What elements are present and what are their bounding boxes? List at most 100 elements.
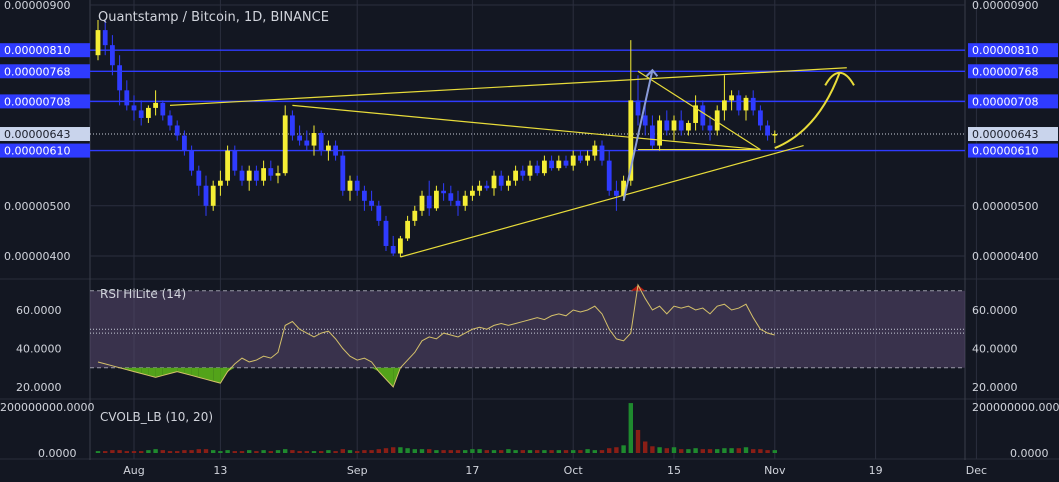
projection-arrow	[622, 70, 654, 201]
candle-body	[614, 190, 619, 196]
candle-body	[138, 110, 144, 118]
candle-body	[347, 180, 353, 191]
candle-body	[563, 160, 569, 166]
time-label: Oct	[564, 464, 584, 477]
right-level-badge-bg	[968, 64, 1058, 79]
rsi-oversold-fill	[227, 367, 235, 372]
volume-bar	[434, 450, 439, 453]
candle-body	[218, 180, 223, 186]
candle-body	[376, 205, 382, 221]
candle-body	[664, 120, 670, 131]
time-label: Nov	[764, 464, 786, 477]
candle-body	[606, 160, 612, 191]
candle-body	[542, 160, 547, 174]
volume-bar	[419, 449, 425, 453]
candle-body	[650, 125, 655, 146]
candlestick-series	[95, 20, 778, 258]
time-label: 15	[667, 464, 681, 477]
volume-bar	[715, 449, 720, 453]
volume-bar	[311, 451, 317, 453]
candle-body	[765, 125, 770, 136]
right-rsi-tick: 40.0000	[972, 343, 1018, 356]
volume-bar	[751, 449, 756, 453]
volume-bar	[635, 429, 641, 453]
candle-body	[383, 220, 389, 246]
rsi-oversold-fill	[191, 367, 199, 378]
candle-body	[491, 175, 497, 189]
candle-body	[124, 90, 130, 106]
volume-bar	[247, 450, 252, 453]
trend-line	[400, 144, 804, 258]
candle-body	[239, 170, 245, 181]
candle-body	[743, 97, 749, 111]
volume-bar	[290, 450, 295, 453]
candle-body	[570, 155, 576, 166]
rsi-oversold-fill	[148, 367, 156, 378]
volume-bar	[261, 450, 266, 453]
rsi-oversold-fill	[213, 367, 221, 384]
volume-bar	[506, 449, 511, 453]
candle-body	[628, 100, 634, 181]
right-level-badge-bg	[968, 43, 1058, 58]
left-rsi-tick: 60.0000	[16, 304, 62, 317]
rsi-oversold-fill	[155, 367, 163, 378]
volume-bar	[160, 450, 165, 453]
candle-body	[592, 145, 598, 156]
volume-bar	[182, 450, 187, 453]
volume-bar	[103, 451, 108, 453]
drawing-annotations	[169, 67, 855, 258]
volume-bar	[275, 450, 281, 453]
candle-body	[556, 160, 562, 169]
candle-body	[333, 145, 338, 156]
right-price-tick: 0.00000900	[972, 0, 1038, 12]
candle-body	[254, 170, 259, 181]
candle-body	[117, 65, 122, 91]
candle-body	[678, 120, 684, 131]
candle-body	[398, 238, 403, 254]
volume-bar	[355, 451, 360, 453]
volume-bar	[729, 448, 734, 453]
time-label: 17	[465, 464, 479, 477]
candle-body	[167, 115, 173, 126]
volume-bar	[225, 450, 230, 453]
volume-bar	[628, 403, 633, 453]
candle-body	[318, 133, 324, 151]
candle-body	[210, 185, 216, 206]
volume-bar	[196, 449, 201, 453]
volume-bar	[657, 447, 662, 453]
candle-body	[599, 145, 605, 161]
right-level-badge: 0.00000610	[972, 145, 1038, 158]
right-current-badge: 0.00000643	[972, 128, 1038, 141]
volume-bar	[383, 448, 389, 453]
volume-bar	[189, 450, 194, 453]
candle-body	[671, 120, 677, 131]
volume-bar	[326, 450, 331, 453]
volume-bar	[139, 451, 144, 453]
volume-bar	[268, 451, 273, 453]
trend-line	[169, 67, 847, 106]
volume-bar	[175, 451, 180, 453]
candle-body	[506, 180, 511, 186]
right-current-badge-bg	[968, 127, 1058, 142]
volume-bar	[671, 447, 677, 453]
volume-bar	[643, 441, 648, 453]
left-level-badge-bg	[0, 43, 90, 58]
candle-body	[160, 102, 166, 116]
time-axis: Aug 13 Sep 17 Oct 15 Nov 19 Dec	[123, 464, 987, 477]
candle-body	[182, 135, 187, 151]
candle-body	[520, 170, 526, 176]
volume-bar	[362, 450, 367, 453]
rsi-pane	[90, 283, 965, 388]
volume-bar	[599, 450, 605, 453]
candle-body	[772, 134, 778, 136]
volume-bar	[535, 450, 540, 453]
volume-bar	[283, 449, 288, 453]
rsi-oversold-fill	[220, 367, 228, 384]
candle-body	[419, 195, 425, 211]
volume-bar	[693, 448, 698, 453]
volume-bar	[621, 445, 626, 453]
left-current-badge-bg	[0, 127, 90, 142]
candle-body	[110, 45, 115, 66]
